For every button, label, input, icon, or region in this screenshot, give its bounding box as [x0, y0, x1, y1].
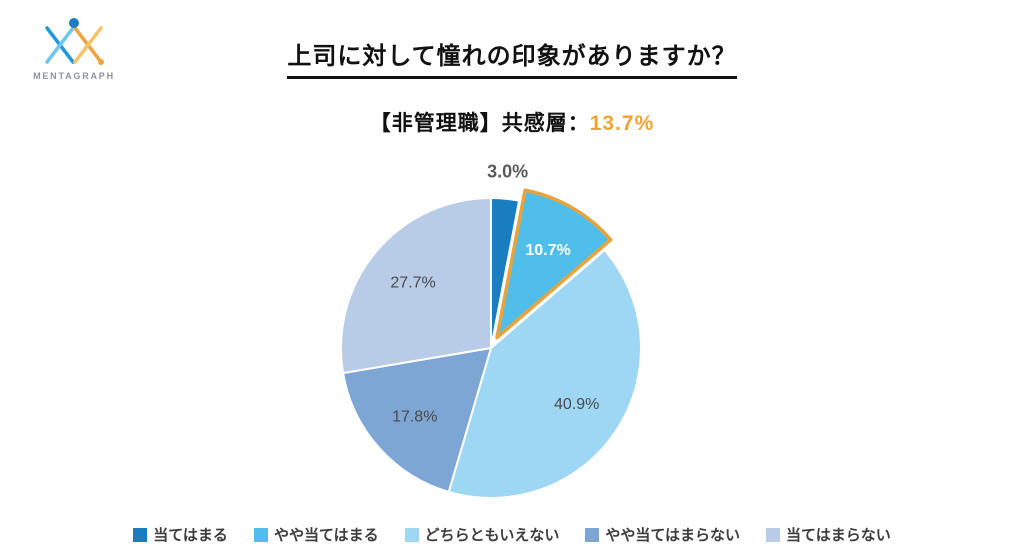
pie-value-label: 17.8%: [392, 408, 437, 425]
subtitle-value: 13.7%: [589, 112, 655, 135]
legend-item: 当てはまる: [133, 524, 228, 545]
pie-value-label: 3.0%: [487, 161, 528, 181]
legend-swatch: [404, 527, 419, 542]
legend-item: やや当てはまる: [253, 524, 379, 545]
legend-label: 当てはまる: [153, 527, 228, 544]
legend-label: やや当てはまらない: [605, 527, 741, 544]
subtitle: 【非管理職】共感層：13.7%: [0, 107, 1024, 137]
pie-slice: [342, 347, 492, 493]
pie-chart: 3.0% 10.7% 40.9% 17.8% 27.7%: [340, 161, 642, 499]
pie-value-label: 27.7%: [390, 275, 435, 292]
legend-swatch: [766, 527, 781, 542]
logo-text: MENTAGRAPH: [33, 71, 115, 81]
legend-item: どちらともいえない: [404, 524, 560, 545]
legend-swatch: [585, 527, 600, 542]
mentagraph-logo-icon: [45, 18, 104, 65]
pie-slice: [495, 188, 613, 340]
legend-item: 当てはまらない: [766, 524, 891, 545]
legend-label: どちらともいえない: [424, 527, 560, 544]
legend-swatch: [133, 527, 148, 542]
legend-swatch: [253, 527, 268, 542]
pie-slice: [447, 249, 642, 499]
logo: MENTAGRAPH: [26, 16, 122, 81]
page-title: 上司に対して憧れの印象がありますか？: [287, 36, 737, 79]
legend-label: 当てはまらない: [786, 527, 891, 544]
legend-label: やや当てはまる: [273, 527, 379, 544]
pie-slice: [340, 197, 492, 375]
subtitle-prefix: 【非管理職】共感層：: [369, 112, 590, 135]
pie-value-label: 10.7%: [525, 242, 570, 259]
legend: 当てはまる やや当てはまる どちらともいえない やや当てはまらない 当てはまらない: [0, 524, 1024, 545]
pie-value-label: 40.9%: [554, 396, 599, 413]
legend-item: やや当てはまらない: [585, 524, 740, 545]
